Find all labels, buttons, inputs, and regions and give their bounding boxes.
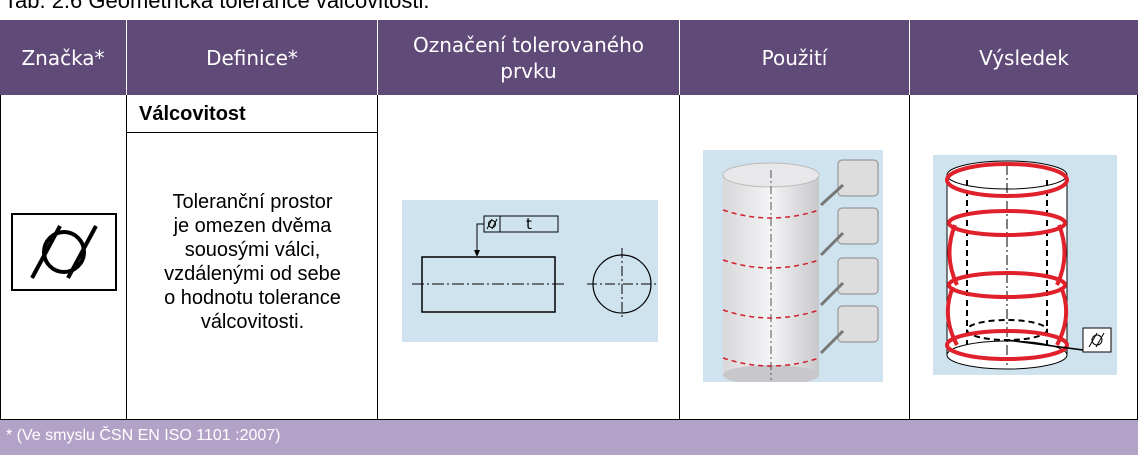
result-image xyxy=(933,155,1117,375)
header-cell: Výsledek xyxy=(910,20,1138,95)
cell xyxy=(0,95,127,420)
cell xyxy=(680,95,910,420)
drawing: t xyxy=(402,200,658,342)
definition-line: válcovitosti. xyxy=(200,311,305,333)
footnote: * (Ve smyslu ČSN EN ISO 1101 :2007) xyxy=(0,420,1138,455)
caption: Tab. 2.6 Geometrická tolerance válcovito… xyxy=(4,0,430,13)
definition-line: je omezen dvěma xyxy=(173,215,332,237)
header-cell: Použití xyxy=(680,20,910,95)
definition-text: Toleranční prostor je omezen dvěma souosým… xyxy=(127,190,378,334)
definition-line: vzdálenými od sebe xyxy=(164,263,341,285)
definition-line: o hodnotu tolerance xyxy=(164,287,341,309)
cell xyxy=(127,95,378,420)
definition-line: Toleranční prostor xyxy=(172,191,333,213)
measurement-image xyxy=(703,150,883,382)
cell xyxy=(378,95,680,420)
cylindricity-symbol xyxy=(11,213,117,291)
definition-title: Válcovitost xyxy=(127,95,378,133)
definition-line: souosými válci, xyxy=(184,239,321,261)
header-cell: Značka* xyxy=(0,20,127,95)
header-cell: Definice* xyxy=(127,20,378,95)
frame-value: t xyxy=(526,215,532,233)
header-cell: Označení tolerovaného prvku xyxy=(378,20,680,95)
